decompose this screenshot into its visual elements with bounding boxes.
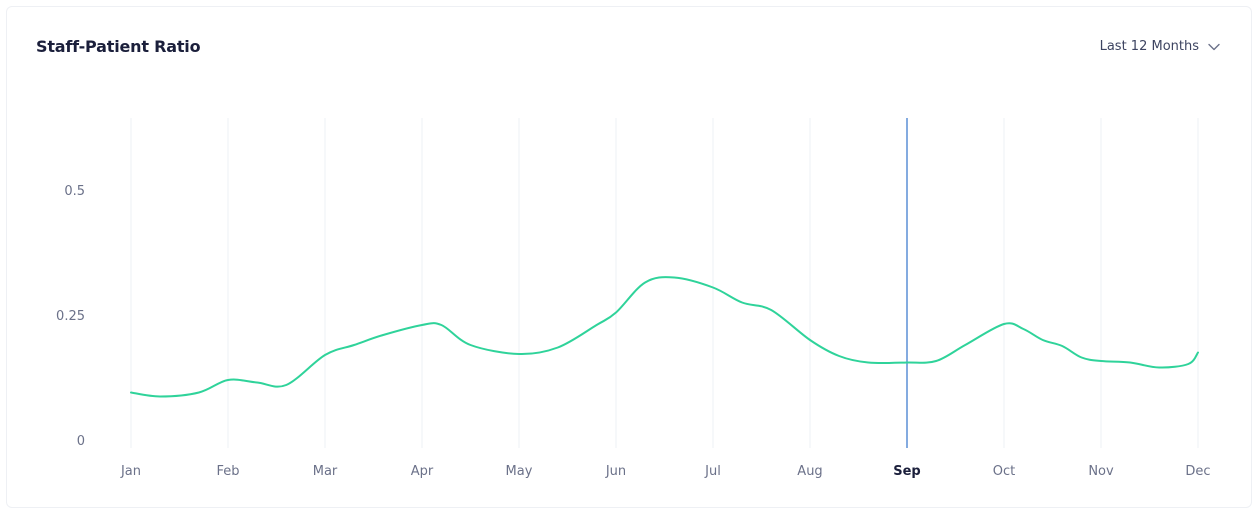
chart-card: Staff-Patient Ratio Last 12 Months: [6, 6, 1252, 508]
chevron-down-icon: [1208, 43, 1220, 50]
x-tick-label-may: May: [506, 464, 533, 479]
x-tick-label-mar: Mar: [313, 464, 338, 479]
y-tick-label: 0.25: [56, 309, 85, 324]
x-tick-label-apr: Apr: [411, 464, 434, 479]
x-axis: Jan Feb Mar Apr May Jun Jul Aug Sep Oct Nov Dec: [120, 464, 1211, 479]
x-tick-label-sep: Sep: [893, 464, 921, 479]
time-range-dropdown[interactable]: Last 12 Months: [1100, 39, 1221, 54]
series-layer: [130, 276, 1199, 398]
x-tick-label-oct: Oct: [993, 464, 1015, 479]
x-tick-label-jul: Jul: [704, 464, 721, 479]
grid-lines: [130, 118, 1199, 448]
x-tick-label-nov: Nov: [1088, 464, 1114, 479]
x-tick-label-dec: Dec: [1185, 464, 1210, 479]
x-tick-label-jan: Jan: [120, 464, 141, 479]
y-tick-label: 0: [77, 434, 85, 449]
y-axis: 0 0.25 0.5: [56, 184, 85, 449]
card-title: Staff-Patient Ratio: [36, 37, 201, 56]
time-range-label: Last 12 Months: [1099, 39, 1199, 54]
x-tick-label-aug: Aug: [797, 464, 822, 479]
series-line: [130, 276, 1199, 398]
x-tick-label-feb: Feb: [216, 464, 239, 479]
y-tick-label: 0.5: [64, 184, 85, 199]
x-tick-label-jun: Jun: [605, 464, 626, 479]
